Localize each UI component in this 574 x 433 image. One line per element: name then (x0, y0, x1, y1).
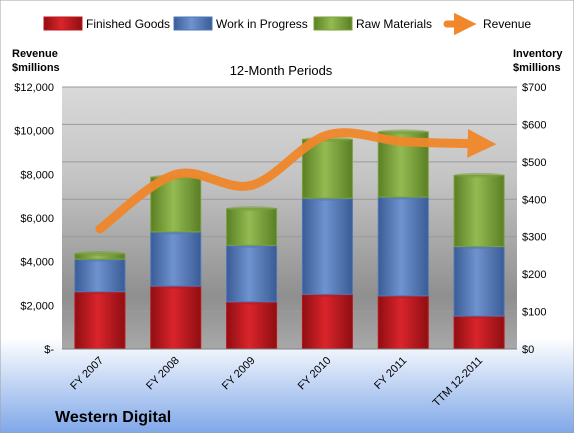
left-tick-label: $6,000 (20, 213, 54, 225)
legend-label: Finished Goods (86, 17, 170, 31)
legend-swatch (313, 16, 353, 31)
bar-work-in-progress (150, 231, 202, 287)
left-tick-label: $- (44, 344, 54, 356)
right-tick-label: $0 (522, 344, 534, 356)
left-tick-label: $2,000 (20, 300, 54, 312)
left-tick-label: $12,000 (14, 82, 54, 94)
right-axis-ticks: $0 $100 $200 $300 $400 $500 $600 $700 (522, 82, 546, 356)
left-tick-label: $10,000 (14, 126, 54, 138)
bar-top-cap (226, 206, 277, 212)
right-tick-label: $400 (522, 194, 546, 206)
chart-title: 12-Month Periods (230, 63, 333, 78)
left-axis-ticks: $- $2,000 $4,000 $6,000 $8,000 $10,000 $12,000 (14, 82, 54, 356)
bar-work-in-progress (301, 197, 353, 295)
right-axis-title-line1: Inventory (513, 48, 563, 60)
bar-finished-goods (453, 315, 505, 350)
bar-top-cap (454, 172, 505, 178)
right-tick-label: $200 (522, 269, 546, 281)
revenue-series-line (95, 128, 497, 234)
bar-top-cap (378, 129, 429, 135)
left-tick-label: $4,000 (20, 257, 54, 269)
bar-work-in-progress (453, 245, 505, 317)
left-axis-title-line2: $millions (12, 62, 60, 74)
revenue-line (95, 128, 497, 234)
right-tick-label: $600 (522, 119, 546, 131)
legend-label: Revenue (483, 17, 531, 31)
bar-raw-materials (226, 208, 278, 246)
bar-raw-materials (453, 174, 505, 247)
bar-finished-goods (150, 285, 202, 350)
right-tick-label: $300 (522, 232, 546, 244)
plot-area (62, 87, 517, 349)
legend-swatch (173, 16, 213, 31)
bars (74, 129, 505, 350)
bar-finished-goods (377, 295, 429, 350)
bar-top-cap (74, 251, 125, 257)
legend: Finished Goods Work in Progress Raw Materi… (43, 12, 531, 36)
bar-finished-goods (74, 291, 126, 350)
left-tick-label: $8,000 (20, 169, 54, 181)
bar-finished-goods (226, 301, 278, 350)
legend-swatch (43, 16, 83, 31)
bar-work-in-progress (74, 258, 126, 293)
right-tick-label: $100 (522, 307, 546, 319)
right-axis-title-line2: $millions (513, 62, 561, 74)
bar-finished-goods (301, 293, 353, 350)
bar-work-in-progress (377, 196, 429, 297)
legend-label: Work in Progress (216, 17, 308, 31)
bar-raw-materials (301, 138, 353, 199)
company-name: Western Digital (55, 409, 171, 426)
right-tick-label: $500 (522, 157, 546, 169)
bar-work-in-progress (226, 244, 278, 303)
legend-label: Raw Materials (356, 17, 432, 31)
left-axis-title-line1: Revenue (12, 48, 58, 60)
right-tick-label: $700 (522, 82, 546, 94)
